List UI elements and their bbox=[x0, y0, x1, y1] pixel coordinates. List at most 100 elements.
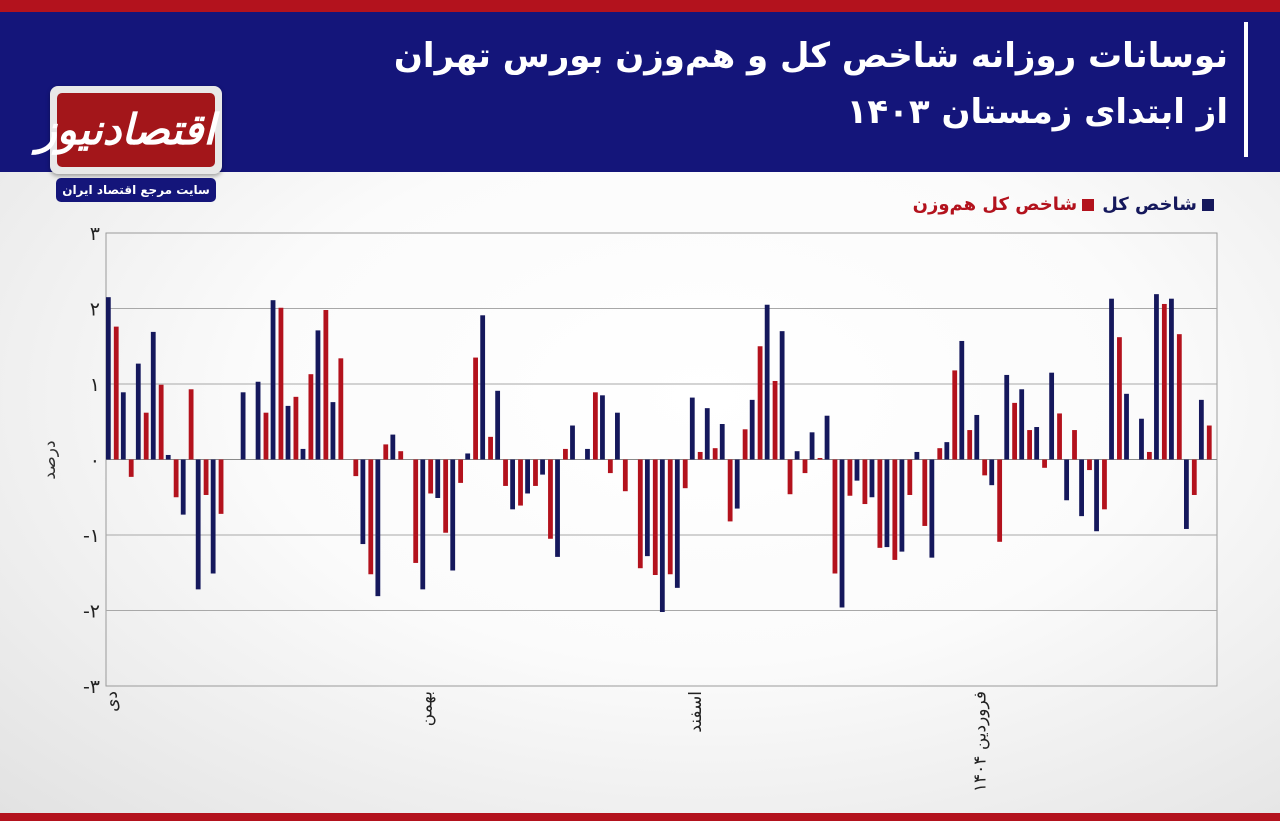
bar-total-index bbox=[450, 459, 456, 571]
bar-equal-weight-index bbox=[1027, 430, 1032, 460]
bar-equal-weight-index bbox=[218, 459, 224, 514]
y-tick-label: -۲ bbox=[83, 601, 100, 623]
bar-equal-weight-index bbox=[952, 370, 958, 460]
bar-equal-weight-index bbox=[622, 459, 628, 492]
bar-total-index bbox=[764, 304, 770, 460]
bar-equal-weight-index bbox=[817, 457, 823, 460]
bar-total-index bbox=[1094, 459, 1099, 532]
bar-equal-weight-index bbox=[607, 459, 613, 474]
bar-total-index bbox=[1064, 459, 1070, 501]
y-axis-label: درصد bbox=[40, 440, 60, 479]
bar-equal-weight-index bbox=[1161, 303, 1167, 460]
bar-equal-weight-index bbox=[892, 459, 898, 560]
bar-equal-weight-index bbox=[173, 459, 179, 498]
bar-total-index bbox=[150, 331, 156, 460]
bar-total-index bbox=[974, 414, 980, 460]
bar-equal-weight-index bbox=[443, 459, 449, 533]
bar-total-index bbox=[195, 459, 201, 590]
bar-total-index bbox=[959, 340, 965, 460]
bar-total-index bbox=[105, 297, 111, 460]
y-tick-label: ۳ bbox=[90, 223, 100, 245]
bar-equal-weight-index bbox=[1146, 451, 1152, 460]
bar-total-index bbox=[839, 459, 845, 608]
bar-total-index bbox=[240, 392, 246, 460]
bar-equal-weight-index bbox=[1042, 459, 1047, 468]
bar-total-index bbox=[1154, 294, 1159, 460]
legend-label-equal-weight: شاخص کل هم‌وزن bbox=[912, 194, 1078, 215]
chart-title-line1: نوسانات روزانه شاخص کل و هم‌وزن بورس تهر… bbox=[393, 36, 1228, 76]
bar-equal-weight-index bbox=[742, 429, 748, 460]
bar-total-index bbox=[719, 424, 725, 460]
bar-equal-weight-index bbox=[862, 459, 868, 505]
bar-equal-weight-index bbox=[308, 374, 314, 460]
bar-equal-weight-index bbox=[338, 358, 344, 460]
bar-equal-weight-index bbox=[637, 459, 643, 569]
bar-total-index bbox=[659, 459, 665, 613]
bar-total-index bbox=[615, 412, 620, 460]
bar-equal-weight-index bbox=[697, 451, 703, 460]
legend-item-equal-weight: شاخص کل هم‌وزن bbox=[913, 194, 1095, 215]
bar-total-index bbox=[734, 459, 740, 509]
bar-equal-weight-index bbox=[263, 412, 269, 460]
bar-total-index bbox=[570, 425, 575, 460]
bar-total-index bbox=[944, 442, 950, 460]
bar-total-index bbox=[1124, 393, 1129, 460]
bar-total-index bbox=[884, 459, 890, 548]
bar-equal-weight-index bbox=[398, 451, 404, 460]
bar-total-index bbox=[1169, 298, 1174, 460]
bar-equal-weight-index bbox=[712, 448, 718, 460]
bar-equal-weight-index bbox=[652, 459, 658, 576]
bar-equal-weight-index bbox=[787, 459, 793, 495]
bar-total-index bbox=[1034, 427, 1040, 460]
bar-total-index bbox=[555, 459, 560, 557]
y-tick-label: ۰ bbox=[90, 450, 100, 472]
bar-total-index bbox=[420, 459, 426, 590]
bar-total-index bbox=[989, 459, 995, 486]
bar-equal-weight-index bbox=[428, 459, 434, 494]
bar-equal-weight-index bbox=[1087, 459, 1092, 471]
bar-equal-weight-index bbox=[323, 310, 329, 460]
bar-total-index bbox=[600, 395, 605, 460]
bar-total-index bbox=[704, 408, 710, 460]
bar-total-index bbox=[794, 451, 800, 460]
x-month-label: فروردین ۱۴۰۴ bbox=[971, 691, 991, 792]
bar-equal-weight-index bbox=[727, 459, 733, 522]
x-month-label: اسفند bbox=[686, 691, 706, 733]
bar-equal-weight-index bbox=[158, 384, 164, 460]
bar-equal-weight-index bbox=[548, 459, 553, 539]
y-tick-label: ۱ bbox=[90, 374, 100, 396]
bar-total-index bbox=[510, 459, 516, 510]
bar-total-index bbox=[644, 459, 650, 557]
bar-equal-weight-index bbox=[113, 326, 119, 460]
bar-equal-weight-index bbox=[188, 389, 194, 460]
bar-equal-weight-index bbox=[1191, 459, 1197, 495]
bar-total-index bbox=[135, 363, 141, 460]
bar-equal-weight-index bbox=[1072, 430, 1077, 460]
bar-equal-weight-index bbox=[922, 459, 928, 526]
bar-total-index bbox=[869, 459, 875, 498]
bar-total-index bbox=[435, 459, 441, 498]
bar-equal-weight-index bbox=[278, 307, 284, 460]
x-month-label: بهمن bbox=[417, 691, 437, 726]
bar-equal-weight-index bbox=[1102, 459, 1107, 510]
bar-total-index bbox=[375, 459, 381, 597]
bar-equal-weight-index bbox=[997, 459, 1003, 542]
bar-equal-weight-index bbox=[203, 459, 209, 495]
bar-total-index bbox=[1198, 399, 1204, 460]
bar-equal-weight-index bbox=[1176, 334, 1182, 460]
chart-legend: شاخص کل شاخص کل هم‌وزن bbox=[913, 194, 1214, 215]
bar-total-index bbox=[1049, 372, 1055, 460]
bar-total-index bbox=[1109, 298, 1114, 460]
y-tick-label: -۱ bbox=[83, 525, 100, 547]
bar-equal-weight-index bbox=[772, 380, 778, 460]
bar-equal-weight-index bbox=[982, 459, 988, 476]
bar-total-index bbox=[585, 448, 590, 460]
bar-total-index bbox=[120, 392, 126, 460]
bar-total-index bbox=[779, 331, 785, 460]
bar-total-index bbox=[689, 397, 695, 460]
bar-total-index bbox=[809, 432, 815, 460]
bar-equal-weight-index bbox=[757, 346, 763, 460]
chart-title-line2: از ابتدای زمستان ۱۴۰۳ bbox=[846, 92, 1228, 132]
logo-tagline: سایت مرجع اقتصاد ایران bbox=[56, 178, 216, 202]
